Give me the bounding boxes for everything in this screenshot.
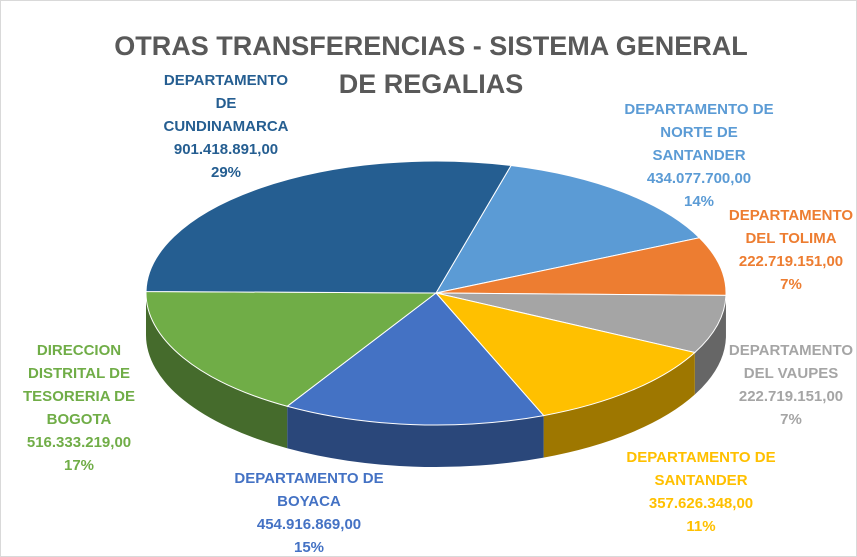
category-label: DEPARTAMENTO DEL TOLIMA (728, 207, 854, 247)
pie-slice (435, 237, 727, 296)
slice-label: DEPARTAMENTO DEL VAUPES 222.719.151,00 7% (723, 339, 856, 431)
percent-label: 15% (293, 539, 325, 556)
category-label: DEPARTAMENTO DE SANTANDER (626, 449, 776, 489)
category-label: DIRECCION DISTRITAL DE TESORERIA DE BOGO… (23, 342, 135, 428)
category-label: DEPARTAMENTO DE CUNDINAMARCA (163, 72, 289, 135)
pie-slice (286, 292, 545, 426)
value-label: 901.418.891,00 (173, 141, 279, 158)
value-label: 357.626.348,00 (648, 495, 754, 512)
value-label: 516.333.219,00 (26, 434, 132, 451)
category-label: DEPARTAMENTO DE BOYACA (234, 470, 384, 510)
pie-slice (434, 292, 696, 417)
chart-title: OTRAS TRANSFERENCIAS - SISTEMA GENERAL D… (114, 31, 748, 99)
value-label: 222.719.151,00 (738, 253, 844, 270)
category-label: DEPARTAMENTO DE NORTE DE SANTANDER (624, 101, 774, 164)
percent-label: 7% (780, 276, 802, 293)
slice-label: DEPARTAMENTO DEL TOLIMA 222.719.151,00 7% (723, 204, 856, 296)
slice-label: DEPARTAMENTO DE BOYACA 454.916.869,00 15% (229, 467, 389, 556)
slice-label: DIRECCION DISTRITAL DE TESORERIA DE BOGO… (11, 339, 147, 477)
pie-slice-side (287, 406, 544, 467)
value-label: 434.077.700,00 (646, 170, 752, 187)
percent-label: 7% (780, 411, 802, 428)
slice-label: DEPARTAMENTO DE NORTE DE SANTANDER 434.07… (624, 98, 774, 213)
pie-slice (145, 160, 512, 294)
pie-slice (145, 291, 438, 407)
value-label: 222.719.151,00 (738, 388, 844, 405)
pie-slice-side (694, 295, 726, 395)
slice-label: DEPARTAMENTO DE CUNDINAMARCA 901.418.891,… (156, 69, 296, 184)
pie-slice (434, 164, 701, 294)
pie-slice (435, 292, 727, 354)
value-label: 454.916.869,00 (256, 516, 362, 533)
category-label: DEPARTAMENTO DEL VAUPES (728, 342, 854, 382)
slice-label: DEPARTAMENTO DE SANTANDER 357.626.348,00 1… (621, 446, 781, 538)
percent-label: 11% (686, 518, 716, 535)
percent-label: 14% (683, 193, 715, 210)
pie-slice-side (146, 293, 288, 449)
percent-label: 17% (63, 457, 95, 474)
percent-label: 29% (210, 164, 242, 181)
